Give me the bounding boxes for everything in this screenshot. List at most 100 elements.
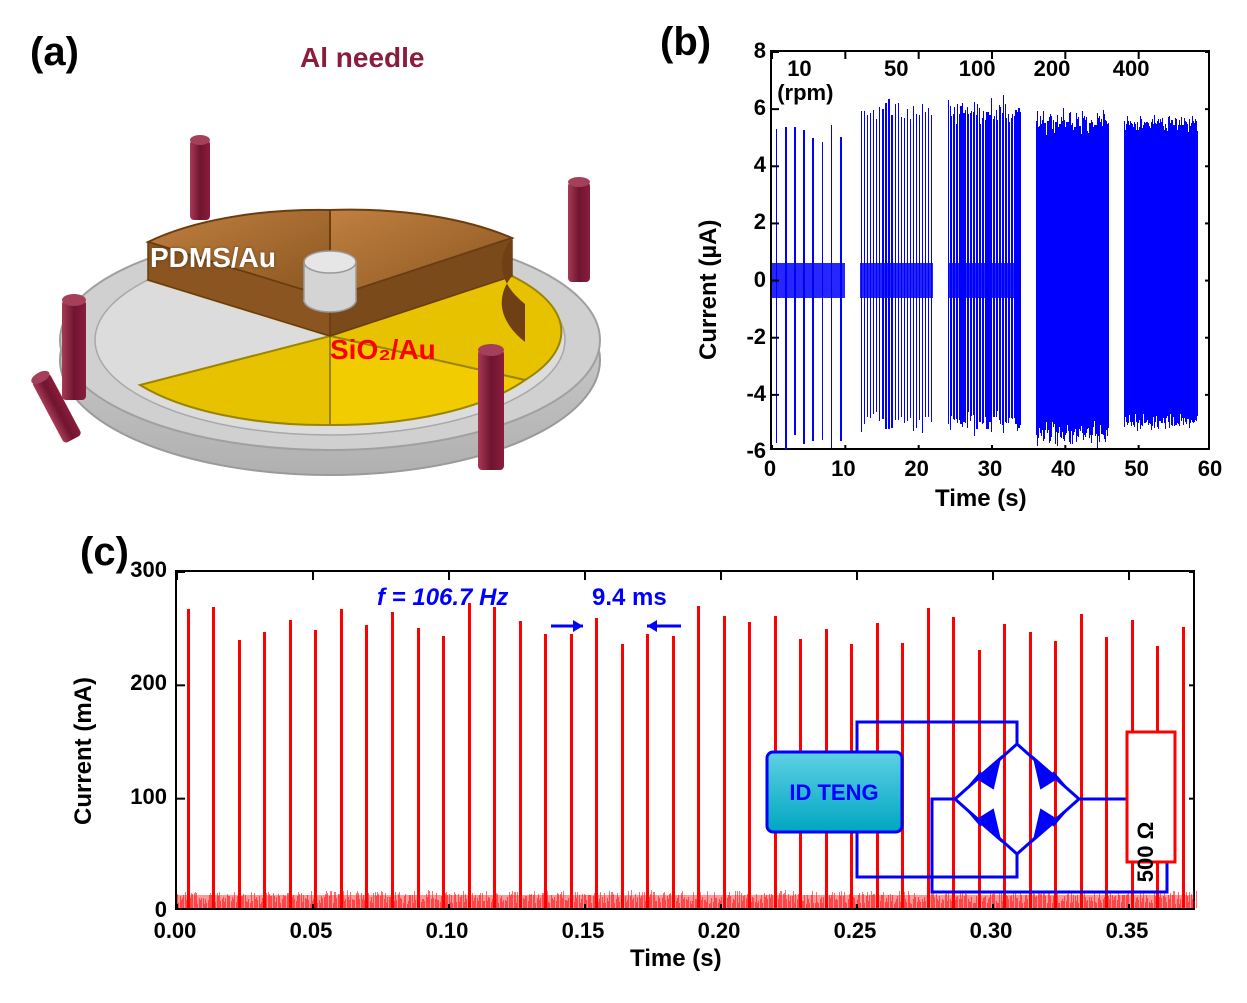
chart-b-xtick: 10 xyxy=(825,456,861,482)
chart-b-xtick: 40 xyxy=(1045,456,1081,482)
chart-c-spike xyxy=(391,612,394,908)
chart-b-rpm-label: 200 xyxy=(1034,56,1071,82)
chart-c-xtick: 0.05 xyxy=(283,918,339,944)
chart-b-spike xyxy=(867,115,868,418)
chart-c-noise xyxy=(1196,891,1197,908)
chart-b-spike xyxy=(898,103,899,419)
chart-b-spike xyxy=(907,109,908,421)
load-label: 500 Ω xyxy=(1133,822,1158,882)
chart-b-ytick: 0 xyxy=(716,267,766,293)
chart-b-spike xyxy=(861,111,862,431)
chart-b-spike xyxy=(870,113,871,418)
chart-b-spike xyxy=(776,129,778,442)
chart-c-spike xyxy=(263,632,266,908)
chart-b-spike xyxy=(916,114,917,428)
chart-b-spike xyxy=(831,125,833,448)
chart-b-xtick: 50 xyxy=(1119,456,1155,482)
chart-b-spike xyxy=(785,127,787,451)
label-sio2-au: SiO₂/Au xyxy=(330,334,436,366)
chart-b-noise xyxy=(772,263,845,297)
chart-b-spike xyxy=(822,142,824,441)
chart-b-xtick: 60 xyxy=(1192,456,1228,482)
chart-b-ytick: 4 xyxy=(716,152,766,178)
chart-c-spike xyxy=(621,644,624,908)
chart-b-xlabel: Time (s) xyxy=(935,485,1027,513)
chart-b-spike xyxy=(913,106,914,431)
chart-c-spike xyxy=(493,607,496,908)
chart-c-xtick: 0.10 xyxy=(419,918,475,944)
chart-c-spike xyxy=(187,609,190,908)
chart-c-spike xyxy=(238,640,241,908)
panel-c: (c) f = 106.7 Hz 9.4 ms xyxy=(20,530,1220,980)
chart-b-spike xyxy=(885,103,886,429)
chart-b-spike xyxy=(925,112,926,417)
chart-c-circuit-inset: ID TENG xyxy=(707,692,1177,902)
chart-b-spike xyxy=(864,111,865,424)
chart-b-spike xyxy=(901,117,902,418)
chart-c-xtick: 0.30 xyxy=(963,918,1019,944)
chart-b-rpm-label: 50 xyxy=(884,56,908,82)
label-al-needle: Al needle xyxy=(300,42,424,74)
chart-b-spike xyxy=(904,118,905,423)
chart-c-ytick: 300 xyxy=(115,557,167,583)
chart-b-spike xyxy=(882,109,883,419)
chart-c-spike xyxy=(570,634,573,908)
chart-b-spike xyxy=(1197,131,1198,416)
chart-b-spike xyxy=(888,99,889,429)
panel-a-diagram xyxy=(20,20,640,520)
chart-b-spike xyxy=(910,119,911,418)
chart-c-spike xyxy=(697,606,700,908)
chart-b-plot-area xyxy=(770,50,1210,450)
chart-c-spike xyxy=(365,625,368,908)
chart-c-ytick: 100 xyxy=(115,784,167,810)
period-arrow xyxy=(547,614,717,638)
chart-b-xtick: 30 xyxy=(972,456,1008,482)
chart-b-spike xyxy=(840,137,842,441)
chart-c-spike xyxy=(595,618,598,908)
chart-c-xtick: 0.00 xyxy=(147,918,203,944)
chart-b-xtick: 0 xyxy=(752,456,788,482)
chart-b-spike xyxy=(928,108,929,416)
chart-c-spike xyxy=(468,603,471,908)
chart-b-spike xyxy=(891,115,892,429)
chart-b-spike xyxy=(895,104,896,420)
chart-b-spike xyxy=(876,119,877,412)
chart-c-period-annotation: 9.4 ms xyxy=(592,584,667,612)
chart-b-rpm-label: 100 xyxy=(959,56,996,82)
chart-c-xtick: 0.35 xyxy=(1099,918,1155,944)
figure: (a) xyxy=(20,20,1227,983)
chart-c-xlabel: Time (s) xyxy=(630,945,722,973)
chart-b-spike xyxy=(919,115,920,420)
teng-label: ID TENG xyxy=(789,780,878,805)
chart-c-spike xyxy=(340,609,343,908)
needle xyxy=(62,294,86,400)
chart-b-rpm-label: 400 xyxy=(1113,56,1150,82)
chart-c-spike xyxy=(212,607,215,908)
chart-c-ytick: 200 xyxy=(115,670,167,696)
chart-c-xtick: 0.15 xyxy=(555,918,611,944)
chart-b-ytick: -4 xyxy=(716,381,766,407)
chart-c-xtick: 0.20 xyxy=(691,918,747,944)
label-pdms-au: PDMS/Au xyxy=(150,242,276,274)
chart-c-spike xyxy=(519,621,522,908)
chart-b-spike xyxy=(873,110,874,414)
chart-c-xtick: 0.25 xyxy=(827,918,883,944)
chart-b-xtick: 20 xyxy=(899,456,935,482)
chart-b-spike xyxy=(1020,112,1021,425)
chart-c-plot-area: f = 106.7 Hz 9.4 ms xyxy=(175,570,1195,910)
chart-b-spike xyxy=(931,115,932,422)
chart-c-spike xyxy=(289,620,292,908)
chart-b-ytick: -2 xyxy=(716,324,766,350)
chart-c-freq-annotation: f = 106.7 Hz xyxy=(377,584,508,612)
chart-b-spike xyxy=(794,127,796,435)
chart-b-ytick: 8 xyxy=(716,38,766,64)
chart-b-ytick: 2 xyxy=(716,209,766,235)
chart-b-rpm-label: 10 xyxy=(787,56,811,82)
chart-c-ylabel: Current (mA) xyxy=(70,677,98,825)
panel-b-label: (b) xyxy=(660,20,711,65)
chart-c-spike xyxy=(417,628,420,908)
chart-b-spike xyxy=(1108,124,1109,422)
chart-b-ytick: 6 xyxy=(716,95,766,121)
panel-b: (b) Current (µA) Time (s) -6-4-202468010… xyxy=(660,20,1220,520)
chart-c-spike xyxy=(1182,627,1185,908)
